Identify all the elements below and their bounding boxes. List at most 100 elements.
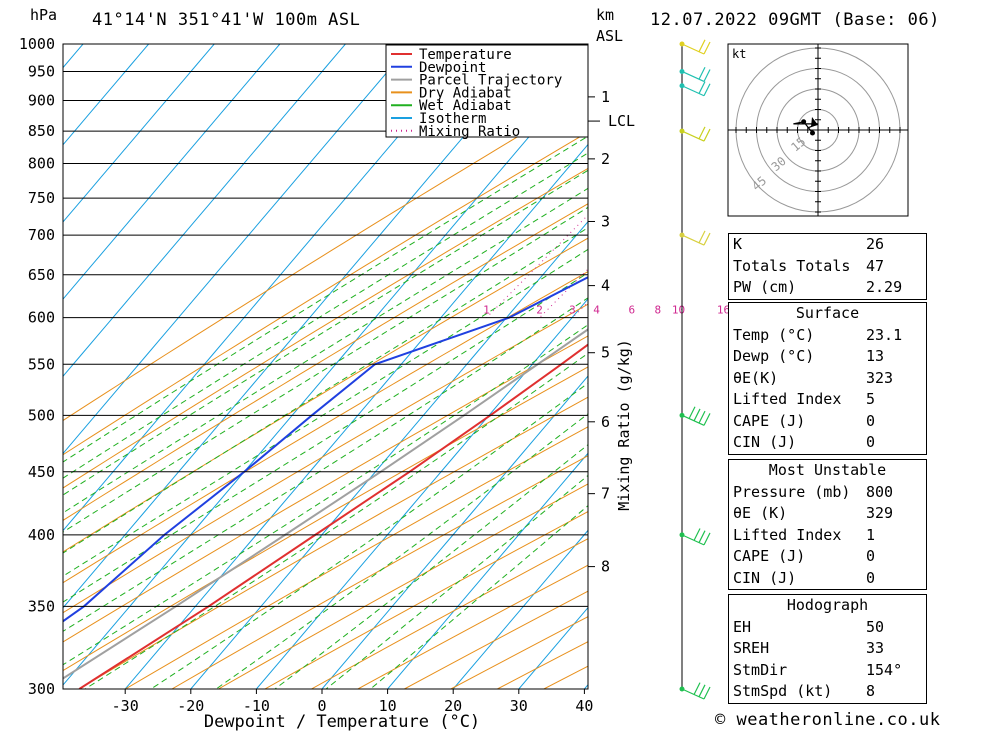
index-label: Dewp (°C) — [733, 347, 815, 365]
legend-box — [385, 44, 589, 138]
wind-barb-shaft — [681, 43, 705, 55]
wind-barb-shaft — [681, 688, 705, 700]
dry-adiabat-line — [125, 426, 588, 689]
index-value: 23.1 — [866, 325, 903, 344]
x-axis-title: Dewpoint / Temperature (°C) — [204, 712, 480, 732]
index-value: 0 — [866, 433, 876, 451]
datetime-header: 12.07.2022 09GMT (Base: 06) — [650, 10, 940, 30]
temperature-tick-label: -20 — [177, 697, 204, 715]
legend-label: Dewpoint — [419, 60, 486, 76]
wind-barb-flag — [698, 410, 706, 424]
wind-barb-flag — [698, 67, 706, 80]
index-label: Lifted Index — [733, 390, 842, 408]
wind-barb-flag — [693, 682, 701, 695]
pressure-unit-label: hPa — [30, 6, 57, 24]
mu-row: Pressure (mb) 800 — [729, 482, 926, 504]
index-label: CIN (J) — [733, 433, 797, 451]
hodograph-point — [810, 130, 815, 136]
surface-row: CAPE (J) 0 — [729, 411, 926, 433]
wind-barb-flag — [703, 413, 711, 426]
mixing-ratio-label: 4 — [593, 304, 600, 317]
wind-barb-shaft — [681, 534, 705, 546]
index-label: Pressure (mb) — [733, 482, 851, 501]
index-value: 26 — [866, 235, 885, 253]
wind-barb-flag — [703, 69, 711, 82]
temperature-tick-label: 40 — [575, 697, 593, 715]
index-value: 154° — [866, 660, 903, 679]
mu-row: Lifted Index 1 — [729, 525, 926, 547]
isotherm-line — [63, 44, 215, 223]
wind-barb-flag — [703, 686, 711, 700]
storm-motion-marker — [811, 117, 818, 127]
index-row-totals: Totals Totals 47 — [729, 256, 926, 278]
dry-adiabat-line — [218, 483, 588, 689]
most-unstable-table: Most Unstable Pressure (mb) 800 θE (K) 329… — [728, 459, 927, 590]
index-value: 33 — [866, 639, 885, 657]
pressure-tick-label: 500 — [28, 406, 55, 424]
km-label: km — [596, 6, 614, 24]
pressure-tick-label: 450 — [28, 463, 55, 481]
mu-row: CAPE (J) 0 — [729, 546, 926, 568]
index-label: θE (K) — [733, 504, 788, 522]
mixing-ratio-label: 2 — [536, 304, 543, 317]
isotherm-line — [63, 44, 150, 146]
index-label: StmSpd (kt) — [733, 682, 833, 700]
lcl-label: LCL — [608, 112, 635, 130]
parcel-trajectory — [63, 328, 588, 680]
pressure-tick-label: 650 — [28, 266, 55, 284]
wind-barb-shaft — [681, 414, 705, 426]
index-value: 5 — [866, 390, 876, 408]
dewpoint-profile — [63, 276, 588, 623]
isotherm-line — [63, 44, 412, 455]
wind-barb-flag — [698, 81, 706, 94]
wet-adiabat-line — [63, 206, 588, 533]
pressure-tick-label: 600 — [28, 309, 55, 327]
wind-barb-shaft — [681, 130, 705, 142]
isotherm-line — [63, 66, 588, 686]
surface-row: θE(K) 323 — [729, 368, 926, 390]
km-tick-label: 4 — [601, 277, 610, 295]
km-tick-label: 5 — [601, 344, 610, 362]
km-tick-label: 1 — [601, 88, 610, 106]
index-value: 800 — [866, 482, 894, 501]
wind-barb-flag — [698, 126, 706, 140]
index-value: 50 — [866, 617, 885, 636]
hodo-row: StmDir 154° — [729, 660, 926, 682]
wind-barb-flag — [703, 532, 711, 546]
pressure-tick-label: 700 — [28, 226, 55, 244]
temperature-tick-label: 0 — [317, 697, 326, 715]
mu-row: CIN (J) 0 — [729, 568, 926, 590]
legend-label: Mixing Ratio — [419, 124, 520, 140]
wind-barb-shaft — [681, 234, 705, 246]
pressure-tick-label: 900 — [28, 91, 55, 109]
hodo-row: EH 50 — [729, 617, 926, 639]
mu-row: θE (K) 329 — [729, 503, 926, 525]
index-value: 47 — [866, 256, 885, 275]
pressure-tick-label: 400 — [28, 526, 55, 544]
legend-label: Wet Adiabat — [419, 98, 512, 114]
index-value: 1 — [866, 525, 876, 544]
wind-barb-flag — [698, 39, 706, 53]
index-value: 8 — [866, 682, 876, 700]
wet-adiabat-line — [63, 169, 588, 496]
wind-barb-flag — [703, 128, 711, 142]
pressure-tick-label: 850 — [28, 122, 55, 140]
index-row-k: K 26 — [729, 234, 926, 256]
index-label: K — [733, 235, 743, 253]
index-value: 13 — [866, 347, 885, 365]
hodograph-title: Hodograph — [786, 596, 869, 614]
surface-row: Lifted Index 5 — [729, 389, 926, 411]
km-tick-label: 8 — [601, 558, 610, 576]
surface-title: Surface — [795, 304, 860, 322]
temperature-profile — [78, 343, 588, 689]
index-label: SREH — [733, 639, 770, 657]
wind-barb-flag — [693, 528, 701, 541]
credit-link[interactable]: © weatheronline.co.uk — [715, 710, 941, 730]
wind-barb-flag — [698, 230, 706, 244]
legend-label: Parcel Trajectory — [419, 73, 562, 89]
dry-adiabat-line — [63, 335, 588, 643]
pressure-tick-label: 300 — [28, 680, 55, 698]
hodograph-table: Hodograph EH 50 SREH 33 StmDir 154° StmSpd … — [728, 594, 927, 704]
temperature-tick-label: -30 — [112, 697, 139, 715]
